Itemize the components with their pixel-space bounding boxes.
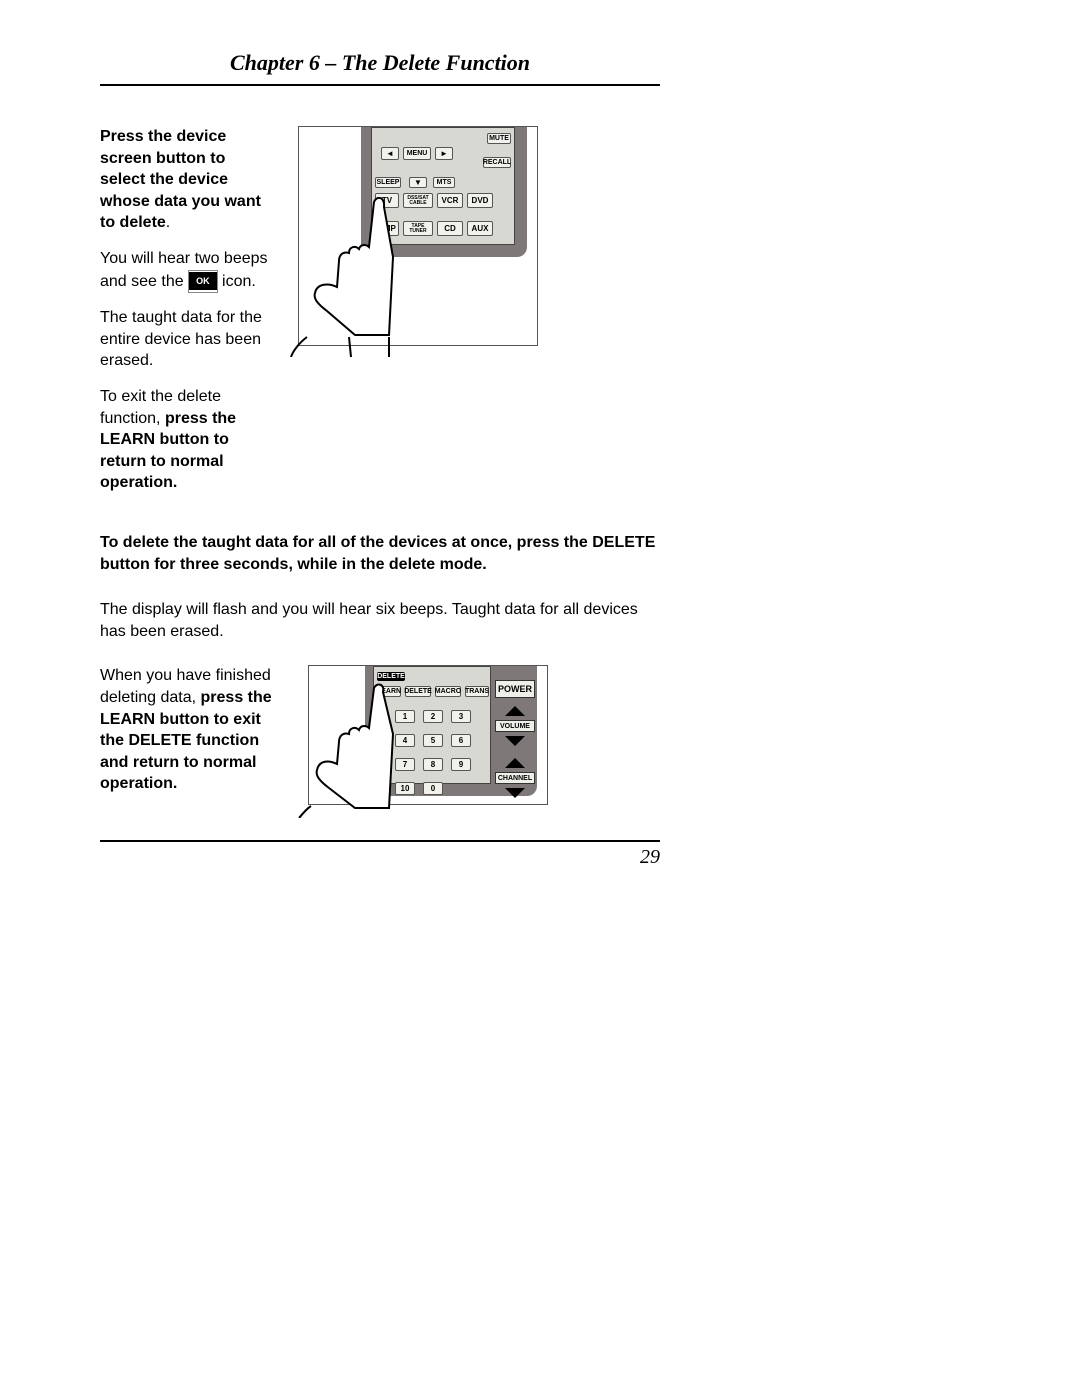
btn-recall: RECALL — [483, 157, 511, 168]
s1-p2-post: icon. — [222, 273, 256, 290]
btn-aux: AUX — [467, 221, 493, 236]
label-volume: VOLUME — [495, 720, 535, 732]
btn-cd: CD — [437, 221, 463, 236]
btn-down: ▼ — [409, 177, 427, 188]
btn-delete: DELETE — [405, 686, 431, 697]
btn-1: 1 — [395, 710, 415, 723]
btn-dvd: DVD — [467, 193, 493, 208]
btn-tape: TAPE TUNER — [403, 221, 433, 236]
btn-4: 4 — [395, 734, 415, 747]
btn-vcr: VCR — [437, 193, 463, 208]
btn-8: 8 — [423, 758, 443, 771]
chapter-title: Chapter 6 – The Delete Function — [100, 50, 660, 86]
illustration-remote-devices: MUTE ◄ MENU ► RECALL SLEEP ▼ MTS TV DSS/… — [298, 126, 538, 346]
btn-9: 9 — [451, 758, 471, 771]
btn-2: 2 — [423, 710, 443, 723]
illustration-remote-learn: DELETE LEARN DELETE MACRO TRANS 1 2 3 4 … — [308, 665, 548, 805]
btn-learn: LEARN — [377, 686, 401, 697]
section3-text: When you have finished deleting data, pr… — [100, 665, 280, 809]
page-number: 29 — [640, 846, 660, 868]
btn-left: ◄ — [381, 147, 399, 160]
s2-p1: To delete the taught data for all of the… — [100, 532, 660, 577]
volume-down-icon — [505, 736, 525, 746]
s1-p1-tail: . — [166, 214, 170, 231]
btn-6: 6 — [451, 734, 471, 747]
page-footer: 29 — [100, 840, 660, 869]
btn-right: ► — [435, 147, 453, 160]
label-channel: CHANNEL — [495, 772, 535, 784]
btn-dss: DSS/SAT CABLE — [403, 193, 433, 208]
btn-5: 5 — [423, 734, 443, 747]
btn-tv: TV — [375, 193, 399, 208]
btn-amp: AMP — [375, 221, 399, 236]
tag-delete: DELETE — [377, 672, 405, 681]
btn-macro: MACRO — [435, 686, 461, 697]
s1-p3: The taught data for the entire device ha… — [100, 307, 270, 372]
ok-icon: OK — [189, 272, 217, 290]
btn-10: 10 — [395, 782, 415, 795]
btn-sleep: SLEEP — [375, 177, 401, 188]
btn-7: 7 — [395, 758, 415, 771]
btn-power: POWER — [495, 680, 535, 698]
channel-up-icon — [505, 758, 525, 768]
btn-trans: TRANS — [465, 686, 489, 697]
btn-mute: MUTE — [487, 133, 511, 144]
btn-0: 0 — [423, 782, 443, 795]
btn-menu: MENU — [403, 147, 431, 160]
btn-3: 3 — [451, 710, 471, 723]
section1-text: Press the device screen button to select… — [100, 126, 270, 508]
btn-mts: MTS — [433, 177, 455, 188]
s2-p2: The display will flash and you will hear… — [100, 599, 660, 644]
s1-p1-bold: Press the device screen button to select… — [100, 128, 261, 231]
channel-down-icon — [505, 788, 525, 798]
volume-up-icon — [505, 706, 525, 716]
